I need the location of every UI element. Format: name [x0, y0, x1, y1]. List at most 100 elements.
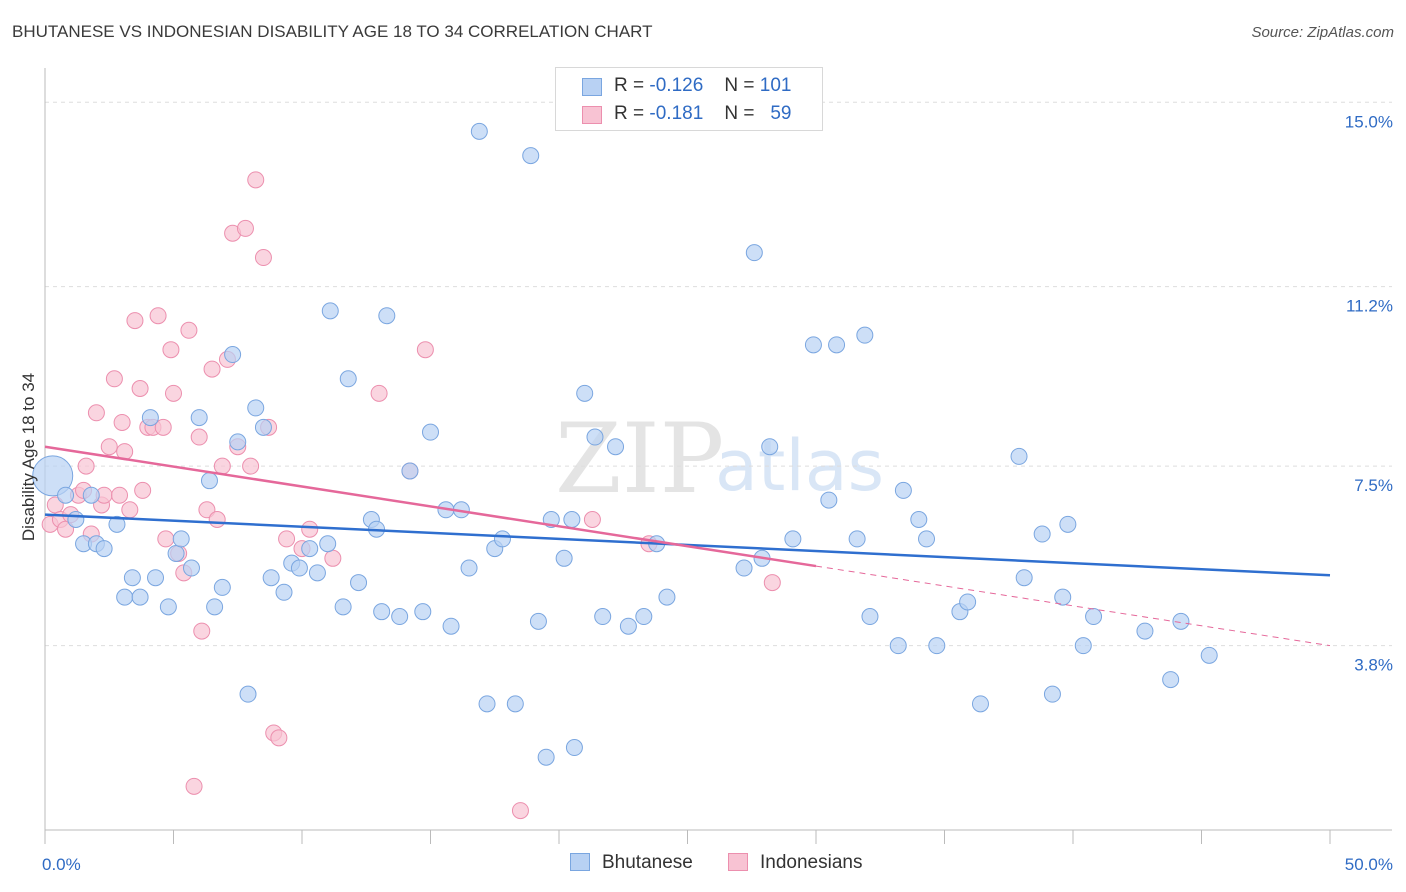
- bhutanese-point: [319, 535, 337, 553]
- bhutanese-point: [334, 598, 352, 616]
- bhutanese-point: [57, 486, 75, 504]
- bhutanese-point: [159, 598, 177, 616]
- source-note: Source: ZipAtlas.com: [1251, 24, 1394, 41]
- indonesians-point: [213, 457, 231, 475]
- axes: [44, 68, 1392, 844]
- r-value: -0.126: [649, 75, 704, 96]
- bhutanese-point: [856, 326, 874, 344]
- bhutanese-point: [555, 549, 573, 567]
- bhutanese-point: [290, 559, 308, 577]
- bhutanese-point: [761, 438, 779, 456]
- bhutanese-point: [373, 603, 391, 621]
- y-axis-label: Disability Age 18 to 34: [19, 373, 38, 541]
- bhutanese-point: [206, 598, 224, 616]
- bhutanese-point: [172, 530, 190, 548]
- indonesians-trend-extension: [815, 565, 1331, 647]
- y-tick-label: 3.8%: [1354, 656, 1393, 675]
- bhutanese-point: [108, 515, 126, 533]
- watermark-zip: ZIP: [555, 403, 724, 515]
- indonesians-point: [203, 360, 221, 378]
- bhutanese-point: [820, 491, 838, 509]
- bhutanese-point: [82, 486, 100, 504]
- bhutanese-point: [254, 418, 272, 436]
- stats-legend: R = -0.126 N = 101 R = -0.181 N = 59: [555, 67, 823, 131]
- bhutanese-point: [308, 564, 326, 582]
- bhutanese-point: [1074, 637, 1092, 655]
- indonesians-point: [242, 457, 260, 475]
- bhutanese-point: [971, 695, 989, 713]
- bhutanese-point: [301, 540, 319, 558]
- bhutanese-point: [619, 617, 637, 635]
- indonesians-legend-label: Indonesians: [760, 852, 863, 873]
- trend-lines: [44, 445, 1331, 647]
- bhutanese-point: [959, 593, 977, 611]
- bhutanese-point: [339, 370, 357, 388]
- indonesians-trend-line: [44, 445, 817, 568]
- r-label: R =: [614, 75, 645, 96]
- bhutanese-point: [576, 384, 594, 402]
- indonesians-point: [105, 370, 123, 388]
- indonesians-point: [111, 486, 129, 504]
- bhutanese-point: [586, 428, 604, 446]
- bhutanese-point: [563, 510, 581, 528]
- chart-title: BHUTANESE VS INDONESIAN DISABILITY AGE 1…: [12, 22, 653, 41]
- indonesians-point: [131, 380, 149, 398]
- indonesians-point: [121, 501, 139, 519]
- bhutanese-point: [1054, 588, 1072, 606]
- bhutanese-point: [745, 244, 763, 262]
- indonesians-point: [154, 418, 172, 436]
- indonesians-swatch: [582, 106, 602, 124]
- indonesians-point: [87, 404, 105, 422]
- indonesians-point: [113, 413, 131, 431]
- indonesians-point: [134, 481, 152, 499]
- x-tick-label: 50.0%: [1345, 855, 1393, 874]
- indonesians-point: [511, 802, 529, 820]
- bhutanese-point: [67, 510, 85, 528]
- bhutanese-point: [321, 302, 339, 320]
- bhutanese-point: [123, 569, 141, 587]
- bhutanese-point: [1162, 671, 1180, 689]
- bhutanese-point: [506, 695, 524, 713]
- bhutanese-point: [460, 559, 478, 577]
- bhutanese-point: [378, 307, 396, 325]
- stats-text-bhutanese: R = -0.126 N = 101: [614, 75, 791, 97]
- y-tick-label: 15.0%: [1345, 112, 1393, 131]
- bhutanese-point: [414, 603, 432, 621]
- bhutanese-point: [213, 578, 231, 596]
- indonesians-point: [126, 312, 144, 330]
- indonesians-point: [236, 219, 254, 237]
- indonesians-point: [190, 428, 208, 446]
- bhutanese-point: [910, 510, 928, 528]
- n-value: 101: [759, 75, 792, 96]
- indonesians-point: [208, 510, 226, 528]
- bhutanese-legend-swatch: [570, 853, 590, 871]
- indonesians-point: [180, 321, 198, 339]
- bhutanese-point: [828, 336, 846, 354]
- bhutanese-swatch: [582, 78, 602, 96]
- bhutanese-point: [565, 739, 583, 757]
- indonesians-point: [247, 171, 265, 189]
- x-tick-label: 0.0%: [42, 855, 81, 874]
- indonesians-point: [583, 510, 601, 528]
- bhutanese-point: [594, 608, 612, 626]
- bhutanese-point: [1010, 447, 1028, 465]
- bhutanese-point: [928, 637, 946, 655]
- bhutanese-point: [889, 637, 907, 655]
- bhutanese-point: [478, 695, 496, 713]
- stats-row-bhutanese: R = -0.126 N = 101: [556, 73, 822, 101]
- bhutanese-point: [262, 569, 280, 587]
- indonesians-point: [278, 530, 296, 548]
- bhutanese-point: [239, 685, 257, 703]
- bhutanese-point: [658, 588, 676, 606]
- indonesians-point: [157, 530, 175, 548]
- r-value: -0.181: [649, 103, 704, 124]
- bhutanese-point: [1136, 622, 1154, 640]
- y-tick-label: 11.2%: [1346, 297, 1393, 316]
- indonesians-point: [416, 341, 434, 359]
- indonesians-point: [77, 457, 95, 475]
- bhutanese-point: [167, 544, 185, 562]
- bhutanese-point: [350, 574, 368, 592]
- bhutanese-point: [95, 540, 113, 558]
- bhutanese-point: [861, 608, 879, 626]
- n-value: 59: [770, 103, 792, 124]
